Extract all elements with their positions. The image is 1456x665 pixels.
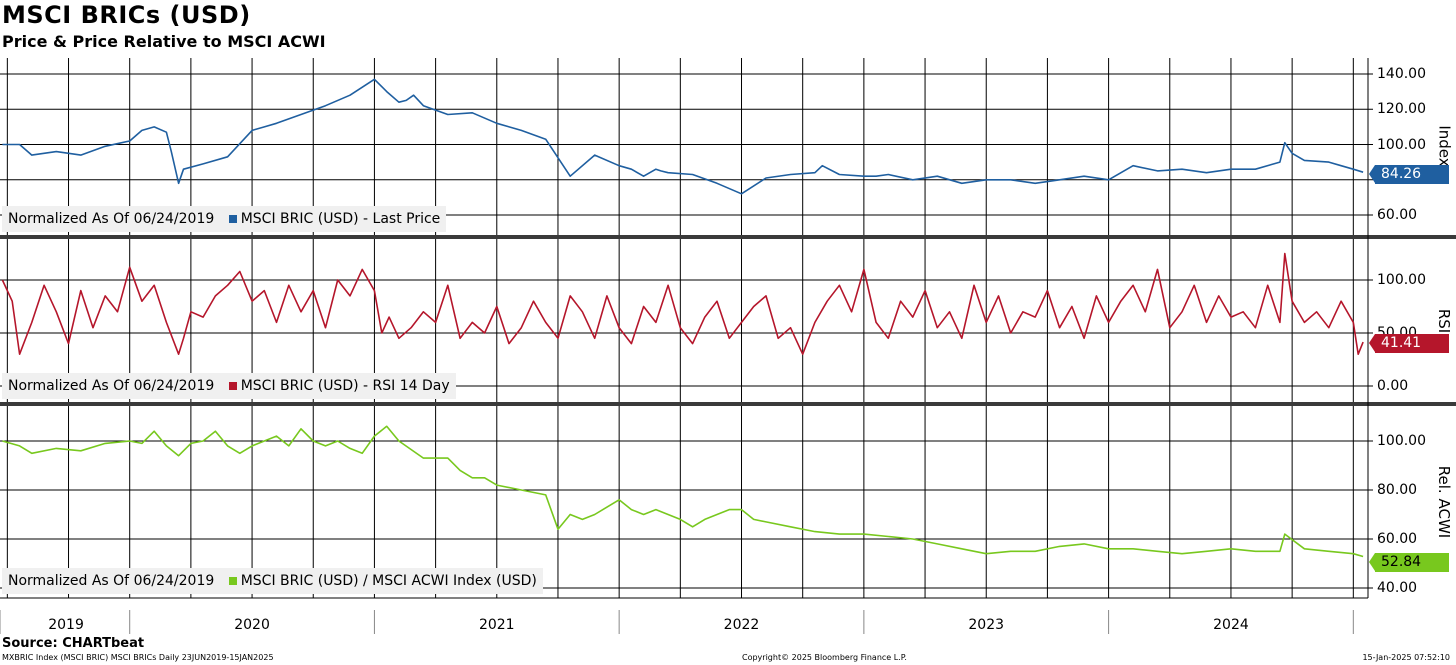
legend-series-rsi: MSCI BRIC (USD) - RSI 14 Day [240, 378, 450, 394]
y-tick-label: 60.00 [1377, 207, 1418, 223]
legend-prefix: Normalized As Of 06/24/2019 [8, 211, 215, 227]
x-year-label: 2021 [478, 617, 515, 633]
x-year-label: 2019 [48, 617, 84, 633]
y-tick-label: 40.00 [1377, 580, 1418, 596]
legend-prefix: Normalized As Of 06/24/2019 [8, 573, 215, 589]
y-tick-label: 120.00 [1377, 101, 1426, 118]
series-line-2 [2, 425, 1364, 558]
legend-prefix: Normalized As Of 06/24/2019 [8, 378, 215, 394]
last-value-tag-rel: 52.84 [1369, 553, 1449, 572]
panel-axis-label: RSI [1435, 308, 1454, 334]
panel-separator [0, 402, 1456, 406]
y-tick-label: 140.00 [1377, 66, 1426, 82]
legend-swatch-rel [228, 577, 237, 585]
legend-series-rel: MSCI BRIC (USD) / MSCI ACWI Index (USD) [240, 573, 537, 589]
x-year-label: 2022 [723, 617, 760, 633]
y-tick-label: 100.00 [1377, 433, 1426, 449]
panel-separator [0, 235, 1456, 239]
x-year-label: 2020 [234, 617, 270, 633]
legend-swatch-rsi [228, 382, 237, 390]
legend-series-price: MSCI BRIC (USD) - Last Price [240, 211, 441, 227]
footer-copyright: Copyright© 2025 Bloomberg Finance L.P. [742, 653, 907, 662]
x-year-label: 2024 [1213, 617, 1249, 633]
footer-timestamp: 15-Jan-2025 07:52:10 [1362, 653, 1450, 662]
panel-axis-label: Index [1435, 125, 1454, 167]
source-note: Source: CHARTbeat [2, 636, 145, 651]
y-tick-label: 100.00 [1377, 136, 1426, 153]
chart-subtitle: Price & Price Relative to MSCI ACWI [2, 32, 326, 51]
legend-price: Normalized As Of 06/24/2019 MSCI BRIC (U… [2, 206, 447, 232]
grid-layer [0, 58, 1456, 634]
last-value-tag-rsi: 41.41 [1369, 334, 1449, 353]
y-tick-label: 80.00 [1377, 482, 1418, 498]
series-line-0 [2, 78, 1364, 195]
y-tick-label: 100.00 [1377, 272, 1426, 288]
legend-rsi: Normalized As Of 06/24/2019 MSCI BRIC (U… [2, 373, 456, 399]
series-line-1 [1, 252, 1364, 355]
legend-swatch-price [228, 215, 237, 223]
footer-security-info: MXBRIC Index (MSCI BRIC) MSCI BRICs Dail… [2, 653, 274, 662]
y-tick-label: 60.00 [1377, 531, 1418, 547]
last-value-tag-price: 84.26 [1369, 165, 1449, 184]
panel-axis-label: Rel. ACWI [1435, 465, 1454, 539]
legend-rel: Normalized As Of 06/24/2019 MSCI BRIC (U… [2, 568, 543, 594]
y-tick-label: 0.00 [1377, 378, 1409, 394]
series-layer [1, 78, 1364, 558]
chart-title: MSCI BRICs (USD) [2, 1, 251, 29]
x-year-label: 2023 [968, 617, 1005, 633]
